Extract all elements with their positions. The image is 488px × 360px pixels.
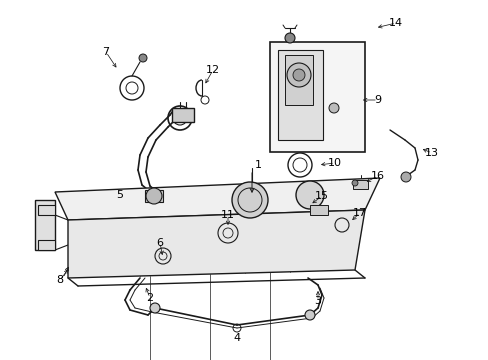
Text: 3: 3 [314,296,321,306]
Text: 11: 11 [221,210,235,220]
Polygon shape [38,240,55,250]
Circle shape [285,33,294,43]
Circle shape [231,182,267,218]
Bar [278,50,323,140]
Circle shape [328,103,338,113]
Text: 4: 4 [233,333,240,343]
Text: 16: 16 [370,171,384,181]
Text: 5: 5 [116,190,123,200]
Bar [285,55,312,105]
Text: 10: 10 [327,158,341,168]
Circle shape [150,303,160,313]
Bar [172,108,194,122]
Circle shape [305,310,314,320]
Bar [352,180,367,189]
Text: 15: 15 [314,191,328,201]
Polygon shape [38,205,55,215]
Text: 2: 2 [146,293,153,303]
Text: 17: 17 [352,208,366,218]
Text: 13: 13 [424,148,438,158]
Text: 7: 7 [102,47,109,57]
Polygon shape [55,178,379,220]
Polygon shape [68,210,364,278]
Polygon shape [35,200,55,250]
Circle shape [286,63,310,87]
Text: 9: 9 [374,95,381,105]
Bar [269,42,364,152]
Circle shape [139,54,147,62]
Text: 8: 8 [56,275,63,285]
Circle shape [400,172,410,182]
Bar [309,205,327,215]
Circle shape [292,69,305,81]
Bar [145,190,163,202]
Circle shape [295,181,324,209]
Text: 6: 6 [156,238,163,248]
Circle shape [146,188,162,204]
Text: 14: 14 [388,18,402,28]
Text: 1: 1 [254,160,261,170]
Text: 12: 12 [205,65,220,75]
Circle shape [351,180,357,186]
